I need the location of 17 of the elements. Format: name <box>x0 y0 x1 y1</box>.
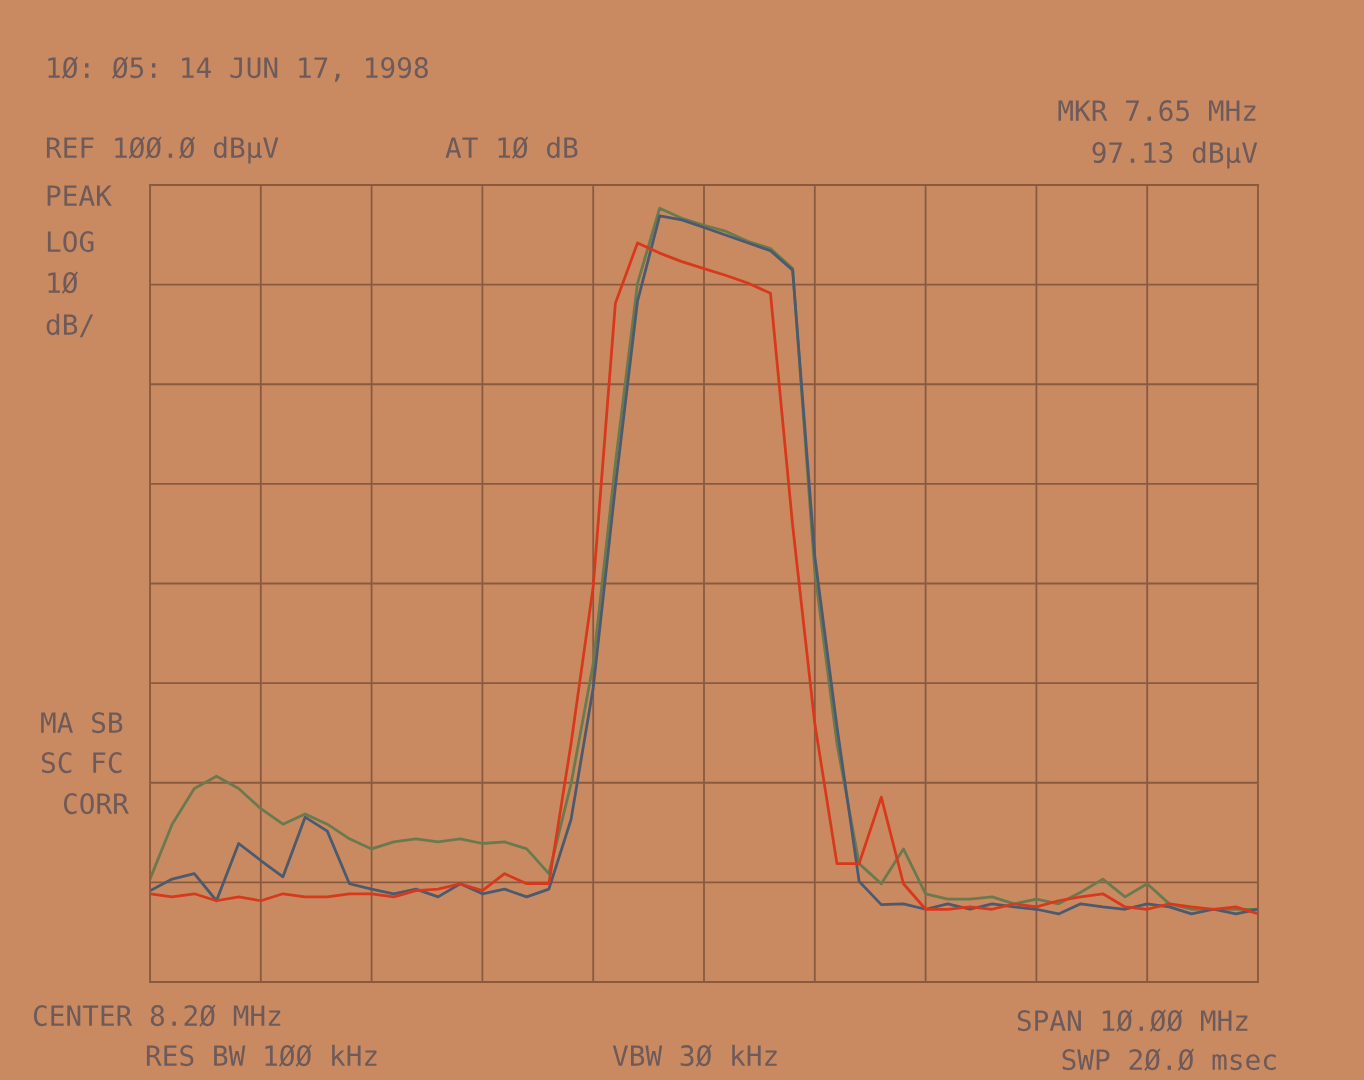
text: LOG <box>47 231 94 253</box>
text: 1Ø <box>48 271 78 294</box>
text: CORR <box>63 793 129 815</box>
text: dB/ <box>46 313 94 338</box>
text: 97.13 dBµV <box>1092 141 1258 169</box>
text: VBW 3Ø kHz <box>612 1044 777 1067</box>
text: PEAK <box>47 185 112 206</box>
text: MA SB <box>41 712 123 734</box>
text: SPAN 1Ø.ØØ MHz <box>1017 1009 1248 1032</box>
text: REF 1ØØ.Ø dBµV <box>46 136 279 164</box>
text: SWP 2Ø.Ø msec <box>1062 1048 1276 1071</box>
text: SC FC <box>41 752 122 774</box>
text: 1Ø: Ø5: 14 JUN 17, 1998 <box>48 56 428 82</box>
text: RES BW 1ØØ kHz <box>146 1044 377 1067</box>
text: CENTER 8.2Ø MHz <box>33 1004 281 1027</box>
text: MKR 7.65 MHz <box>1058 100 1256 122</box>
text: AT 1Ø dB <box>445 136 578 159</box>
